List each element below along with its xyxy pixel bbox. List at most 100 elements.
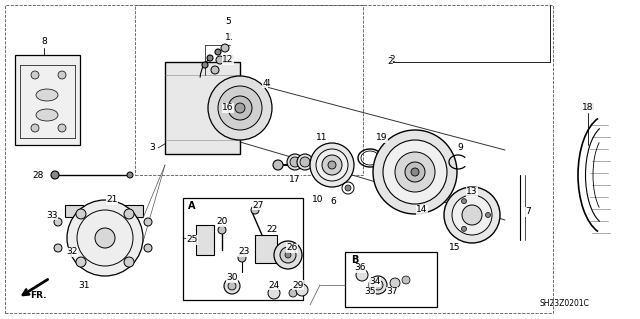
Text: 26: 26: [286, 243, 298, 253]
Circle shape: [216, 56, 224, 64]
Text: 27: 27: [252, 201, 264, 210]
Bar: [125, 205, 143, 217]
Text: 12: 12: [224, 56, 236, 64]
Circle shape: [285, 252, 291, 258]
Circle shape: [228, 282, 236, 290]
Text: 2: 2: [389, 56, 395, 64]
Text: 1: 1: [225, 33, 231, 42]
Circle shape: [296, 284, 308, 296]
Text: 25: 25: [186, 235, 198, 244]
Text: 22: 22: [266, 226, 278, 234]
Text: 36: 36: [355, 263, 365, 272]
Text: 20: 20: [216, 218, 228, 226]
Text: 26: 26: [286, 243, 298, 253]
Bar: [5, 5, 553, 313]
Circle shape: [444, 187, 500, 243]
Circle shape: [127, 172, 133, 178]
Bar: [255, 235, 277, 263]
Text: 11: 11: [316, 133, 328, 143]
Circle shape: [300, 157, 310, 167]
Text: 34: 34: [369, 278, 381, 286]
Circle shape: [215, 49, 221, 55]
Circle shape: [31, 124, 39, 132]
Text: 35: 35: [364, 287, 376, 296]
Text: 19: 19: [376, 133, 388, 143]
Circle shape: [124, 209, 134, 219]
Circle shape: [345, 185, 351, 191]
Text: 9: 9: [457, 144, 463, 152]
Text: 13: 13: [467, 188, 477, 197]
Text: A: A: [188, 201, 196, 211]
Text: 31: 31: [78, 280, 90, 290]
Text: 21: 21: [106, 196, 118, 204]
Text: B: B: [351, 255, 358, 265]
Text: 7: 7: [525, 207, 531, 217]
Circle shape: [290, 157, 300, 167]
Circle shape: [405, 162, 425, 182]
Text: 16: 16: [222, 103, 234, 113]
Circle shape: [411, 168, 419, 176]
Text: FR.: FR.: [29, 291, 46, 300]
Text: 37: 37: [387, 287, 397, 296]
Text: 24: 24: [268, 280, 280, 290]
Bar: [15, 55, 80, 145]
Circle shape: [54, 244, 62, 252]
Circle shape: [76, 209, 86, 219]
Text: 30: 30: [227, 273, 237, 283]
Circle shape: [251, 206, 259, 214]
Text: 32: 32: [67, 248, 77, 256]
Text: 9: 9: [457, 144, 463, 152]
Text: 29: 29: [292, 280, 304, 290]
Text: 4: 4: [264, 78, 270, 87]
Circle shape: [144, 218, 152, 226]
Text: 6: 6: [330, 197, 336, 206]
Bar: [135, 5, 363, 175]
Circle shape: [452, 195, 492, 235]
Ellipse shape: [36, 89, 58, 101]
Text: 14: 14: [416, 205, 428, 214]
Text: 34: 34: [369, 278, 381, 286]
Text: 19: 19: [376, 133, 388, 143]
Text: 8: 8: [41, 38, 47, 47]
Circle shape: [316, 149, 348, 181]
Circle shape: [310, 143, 354, 187]
Text: 2: 2: [387, 57, 393, 66]
Circle shape: [208, 76, 272, 140]
Circle shape: [461, 199, 467, 204]
Circle shape: [67, 200, 143, 276]
Text: 35: 35: [364, 287, 376, 296]
Bar: [196, 225, 214, 255]
Text: 28: 28: [32, 170, 44, 180]
Text: 30: 30: [227, 273, 237, 283]
Text: 3: 3: [149, 144, 155, 152]
Circle shape: [202, 62, 208, 68]
Text: 18: 18: [584, 103, 596, 113]
Circle shape: [124, 257, 134, 267]
Text: 10: 10: [312, 196, 324, 204]
Text: 17: 17: [289, 175, 301, 184]
Text: 8: 8: [41, 38, 47, 47]
Text: 16: 16: [222, 103, 234, 113]
Circle shape: [31, 71, 39, 79]
Text: 28: 28: [32, 170, 44, 180]
Bar: [345, 252, 437, 307]
Circle shape: [486, 212, 490, 218]
Circle shape: [238, 254, 246, 262]
Text: 31: 31: [78, 280, 90, 290]
Text: 33: 33: [46, 211, 58, 219]
Circle shape: [289, 289, 297, 297]
Circle shape: [369, 276, 387, 294]
Circle shape: [373, 280, 383, 290]
Circle shape: [218, 226, 226, 234]
Circle shape: [58, 71, 66, 79]
Text: 14: 14: [416, 205, 428, 214]
Text: 24: 24: [268, 280, 280, 290]
Text: 3: 3: [149, 144, 155, 152]
Text: 36: 36: [355, 263, 365, 272]
Circle shape: [461, 226, 467, 231]
Text: 4: 4: [262, 78, 268, 87]
Circle shape: [274, 241, 302, 269]
Circle shape: [207, 55, 213, 61]
Circle shape: [51, 171, 59, 179]
Text: 5: 5: [225, 18, 231, 26]
